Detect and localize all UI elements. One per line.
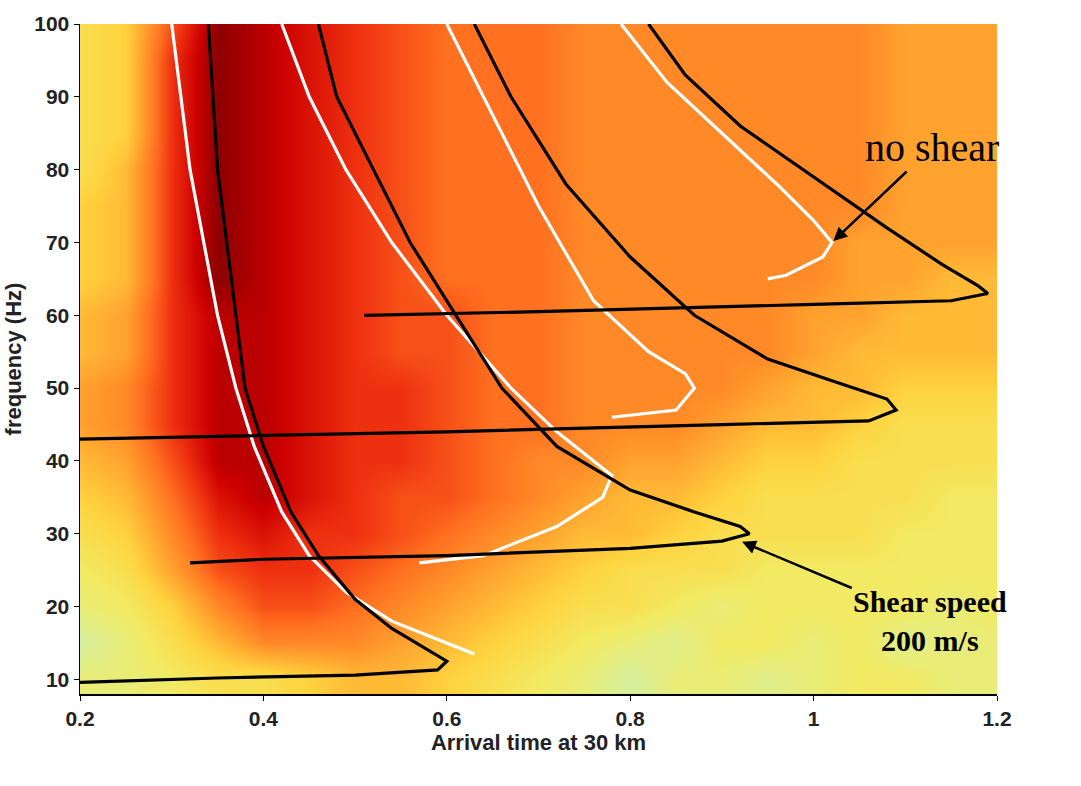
svg-text:1.2: 1.2: [982, 707, 1011, 730]
svg-text:0.4: 0.4: [249, 707, 279, 730]
svg-text:Shear speed200 m/s: Shear speed200 m/s: [853, 585, 1007, 657]
svg-text:100: 100: [34, 12, 69, 35]
svg-text:80: 80: [46, 158, 69, 181]
svg-text:60: 60: [46, 304, 69, 327]
svg-text:30: 30: [46, 522, 69, 545]
svg-text:0.2: 0.2: [65, 707, 94, 730]
svg-text:50: 50: [46, 376, 69, 399]
svg-text:0.8: 0.8: [616, 707, 646, 730]
svg-text:10: 10: [46, 668, 69, 691]
svg-text:Arrival time at 30 km: Arrival time at 30 km: [431, 730, 646, 755]
svg-text:90: 90: [46, 85, 69, 108]
svg-text:1: 1: [808, 707, 820, 730]
svg-text:70: 70: [46, 231, 69, 254]
svg-text:no shear: no shear: [865, 125, 999, 170]
svg-text:40: 40: [46, 449, 69, 472]
svg-text:20: 20: [46, 595, 69, 618]
svg-text:0.6: 0.6: [432, 707, 461, 730]
svg-text:frequency (Hz): frequency (Hz): [1, 283, 26, 436]
